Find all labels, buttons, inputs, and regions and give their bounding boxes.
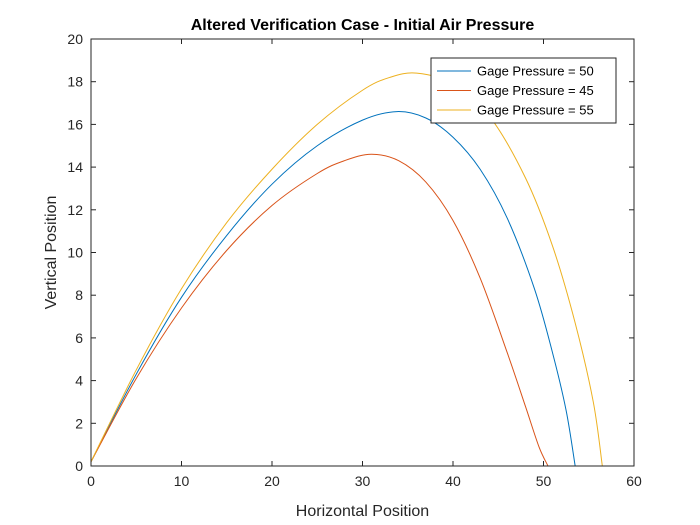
y-tick-label: 4 xyxy=(75,373,83,389)
x-tick-label: 0 xyxy=(87,473,95,489)
x-tick-label: 10 xyxy=(174,473,190,489)
legend: Gage Pressure = 50 Gage Pressure = 45 Gage… xyxy=(430,57,617,124)
y-tick-label: 12 xyxy=(67,202,83,218)
x-tick-label: 30 xyxy=(355,473,371,489)
y-tick-label: 14 xyxy=(67,159,83,175)
series-layer xyxy=(90,72,603,467)
legend-label: Gage Pressure = 55 xyxy=(477,103,594,118)
legend-label: Gage Pressure = 50 xyxy=(477,64,594,79)
x-axis-label: Horizontal Position xyxy=(296,503,429,520)
series-line-2 xyxy=(90,153,549,467)
x-tick-label: 60 xyxy=(626,473,642,489)
series-line-3 xyxy=(90,72,603,467)
chart-title: Altered Verification Case - Initial Air … xyxy=(191,17,535,34)
y-axis-label: Vertical Position xyxy=(43,196,60,310)
legend-label: Gage Pressure = 45 xyxy=(477,83,594,98)
series-line-1 xyxy=(90,111,576,467)
axes-layer: 0 10 20 30 40 50 60 0 2 4 6 8 10 12 14 16 18 20 xyxy=(67,31,642,489)
y-tick-label: 16 xyxy=(67,116,83,132)
x-tick-label: 40 xyxy=(445,473,461,489)
y-tick-label: 6 xyxy=(75,330,83,346)
y-tick-label: 18 xyxy=(67,74,83,90)
x-tick-label: 20 xyxy=(264,473,280,489)
y-tick-label: 8 xyxy=(75,287,83,303)
y-tick-label: 2 xyxy=(75,415,83,431)
x-tick-label: 50 xyxy=(536,473,552,489)
y-tick-label: 10 xyxy=(67,245,83,261)
y-tick-label: 20 xyxy=(67,31,83,47)
y-tick-label: 0 xyxy=(75,458,83,474)
